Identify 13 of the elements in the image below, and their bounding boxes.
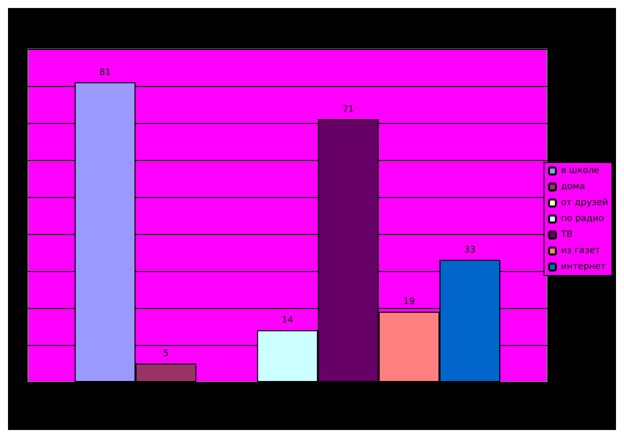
data-label: 14: [282, 316, 294, 326]
legend-label: ТВ: [560, 230, 573, 240]
legend-label: от друзей: [560, 198, 608, 208]
data-label: 81: [99, 68, 111, 78]
data-label: 19: [403, 297, 416, 308]
data-label: 33: [464, 245, 476, 256]
legend-label: интернет: [560, 262, 606, 272]
legend-label: по радио: [560, 214, 605, 224]
legend-label: из газет: [560, 246, 600, 256]
legend-label: в школе: [560, 166, 600, 176]
data-label: 71: [342, 104, 354, 115]
legend-label: дома: [560, 182, 586, 192]
data-label: 5: [163, 349, 169, 359]
